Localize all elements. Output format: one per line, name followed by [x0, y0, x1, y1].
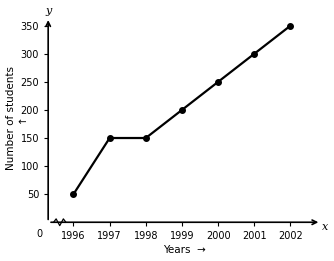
Y-axis label: Number of students
↑: Number of students ↑	[6, 66, 27, 170]
Text: x: x	[322, 222, 329, 232]
Text: 0: 0	[36, 229, 42, 239]
X-axis label: Years  →: Years →	[163, 245, 206, 256]
Text: y: y	[45, 5, 51, 16]
